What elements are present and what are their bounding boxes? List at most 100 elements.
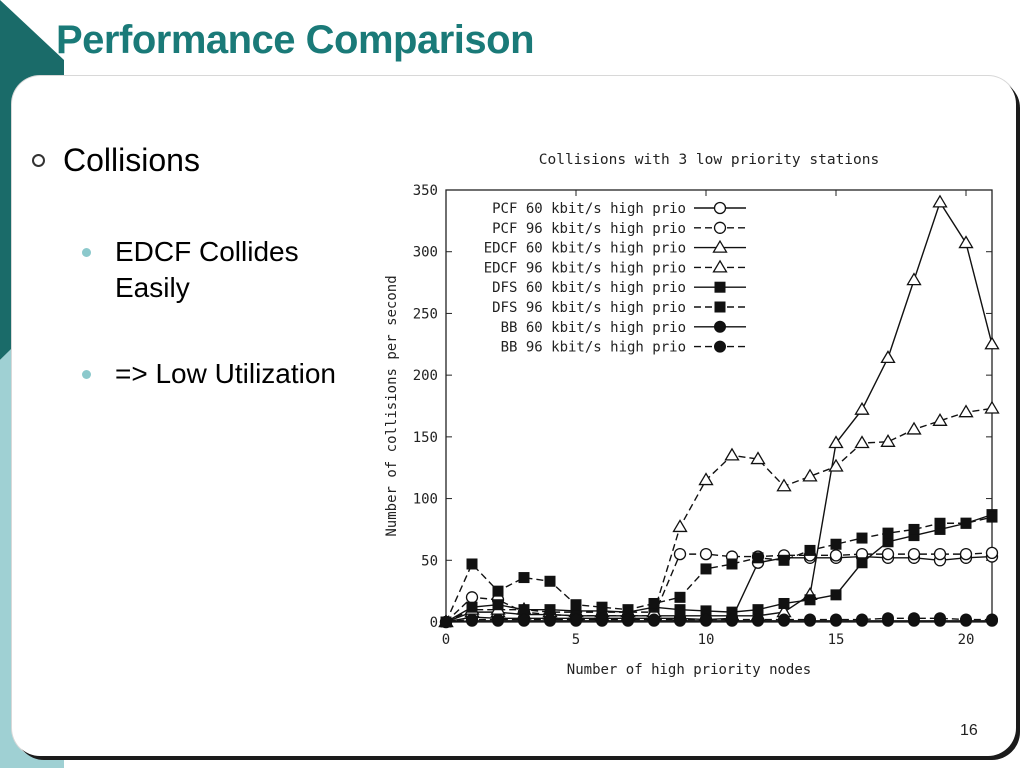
data-point — [466, 601, 478, 613]
sub-bullet-text: EDCF Collides Easily — [115, 236, 299, 303]
data-point — [570, 605, 582, 617]
data-point — [440, 616, 452, 628]
data-point — [880, 434, 896, 447]
data-point — [700, 613, 712, 626]
data-point — [518, 572, 530, 584]
data-point — [830, 589, 842, 601]
slide-title: Performance Comparison — [56, 18, 535, 62]
legend-marker — [712, 239, 728, 253]
data-point — [932, 413, 948, 426]
data-point — [908, 612, 920, 625]
y-tick-label: 150 — [413, 430, 438, 446]
data-point — [828, 458, 844, 472]
data-point — [934, 523, 946, 535]
data-point — [752, 613, 764, 626]
legend-label: PCF 96 kbit/s high prio — [492, 221, 686, 237]
hollow-circle-bullet-icon — [32, 154, 45, 167]
data-point — [934, 517, 946, 529]
legend-marker — [714, 301, 726, 313]
data-point — [492, 599, 504, 611]
data-point — [986, 613, 998, 626]
data-point — [492, 585, 504, 597]
content-panel — [12, 76, 1016, 756]
data-point — [700, 605, 712, 617]
data-point — [672, 519, 688, 533]
data-point — [622, 604, 634, 616]
legend-label: DFS 96 kbit/s high prio — [492, 300, 686, 316]
data-point — [778, 613, 790, 626]
series-line-2 — [445, 200, 993, 623]
data-point — [829, 549, 843, 562]
data-point — [984, 336, 1000, 350]
data-point — [854, 401, 870, 415]
data-point — [700, 563, 712, 575]
data-point — [674, 613, 686, 626]
data-point — [958, 404, 974, 418]
legend-marker — [714, 340, 726, 353]
data-point — [492, 613, 504, 626]
data-point — [544, 613, 556, 626]
data-point — [698, 472, 714, 486]
series-line-6 — [445, 620, 992, 623]
series-line-1 — [445, 552, 993, 623]
y-tick-label: 350 — [413, 183, 438, 199]
legend-label: BB 96 kbit/s high prio — [501, 340, 686, 356]
y-tick-label: 100 — [413, 492, 438, 508]
data-point — [466, 613, 478, 626]
data-point — [856, 557, 868, 569]
legend-marker — [714, 281, 726, 293]
x-tick-label: 15 — [828, 632, 845, 648]
legend-marker — [712, 259, 728, 273]
data-point — [880, 350, 896, 364]
data-point — [882, 536, 894, 548]
sub-bullet-edcf: EDCF Collides Easily — [82, 234, 335, 306]
data-point — [465, 591, 479, 604]
data-point — [570, 613, 582, 626]
data-point — [830, 538, 842, 550]
x-axis-label: Number of high priority nodes — [567, 662, 811, 678]
data-point — [933, 547, 947, 561]
data-point — [908, 530, 920, 542]
sub-bullet-text: => Low Utilization — [115, 358, 337, 389]
data-point — [622, 613, 634, 626]
data-point — [752, 604, 764, 616]
data-point — [804, 613, 816, 626]
data-point — [830, 613, 842, 626]
data-point — [907, 547, 921, 561]
data-point — [752, 552, 764, 564]
y-axis-label: Number of collisions per second — [384, 275, 400, 536]
legend-marker — [714, 320, 726, 333]
data-point — [986, 511, 998, 523]
dot-bullet-icon — [82, 370, 91, 379]
data-point — [726, 558, 738, 570]
legend-label: EDCF 60 kbit/s high prio — [484, 241, 686, 257]
legend-marker — [713, 221, 727, 234]
legend-label: PCF 60 kbit/s high prio — [492, 201, 686, 217]
chart-title: Collisions with 3 low priority stations — [539, 152, 879, 168]
data-point — [544, 604, 556, 616]
dot-bullet-icon — [82, 248, 91, 257]
data-point — [934, 612, 946, 625]
series-line-4 — [445, 513, 993, 623]
legend-marker — [713, 201, 727, 215]
y-tick-label: 300 — [413, 245, 438, 261]
data-point — [674, 591, 686, 603]
data-point — [958, 235, 974, 249]
data-point — [804, 544, 816, 556]
data-point — [854, 435, 870, 449]
y-tick-label: 250 — [413, 306, 438, 322]
data-point — [466, 558, 478, 570]
sub-bullet-utilization: => Low Utilization — [82, 356, 345, 392]
data-point — [699, 547, 713, 561]
legend-label: BB 60 kbit/s high prio — [501, 320, 686, 336]
bullet-main-label: Collisions — [63, 142, 200, 178]
data-point — [856, 532, 868, 544]
data-point — [856, 613, 868, 626]
series-line-5 — [445, 516, 993, 623]
data-point — [648, 597, 660, 609]
legend-label: EDCF 96 kbit/s high prio — [484, 260, 686, 276]
data-point — [906, 272, 922, 286]
series-line-3 — [445, 407, 993, 623]
series-line-7 — [445, 617, 992, 623]
data-point — [596, 601, 608, 613]
